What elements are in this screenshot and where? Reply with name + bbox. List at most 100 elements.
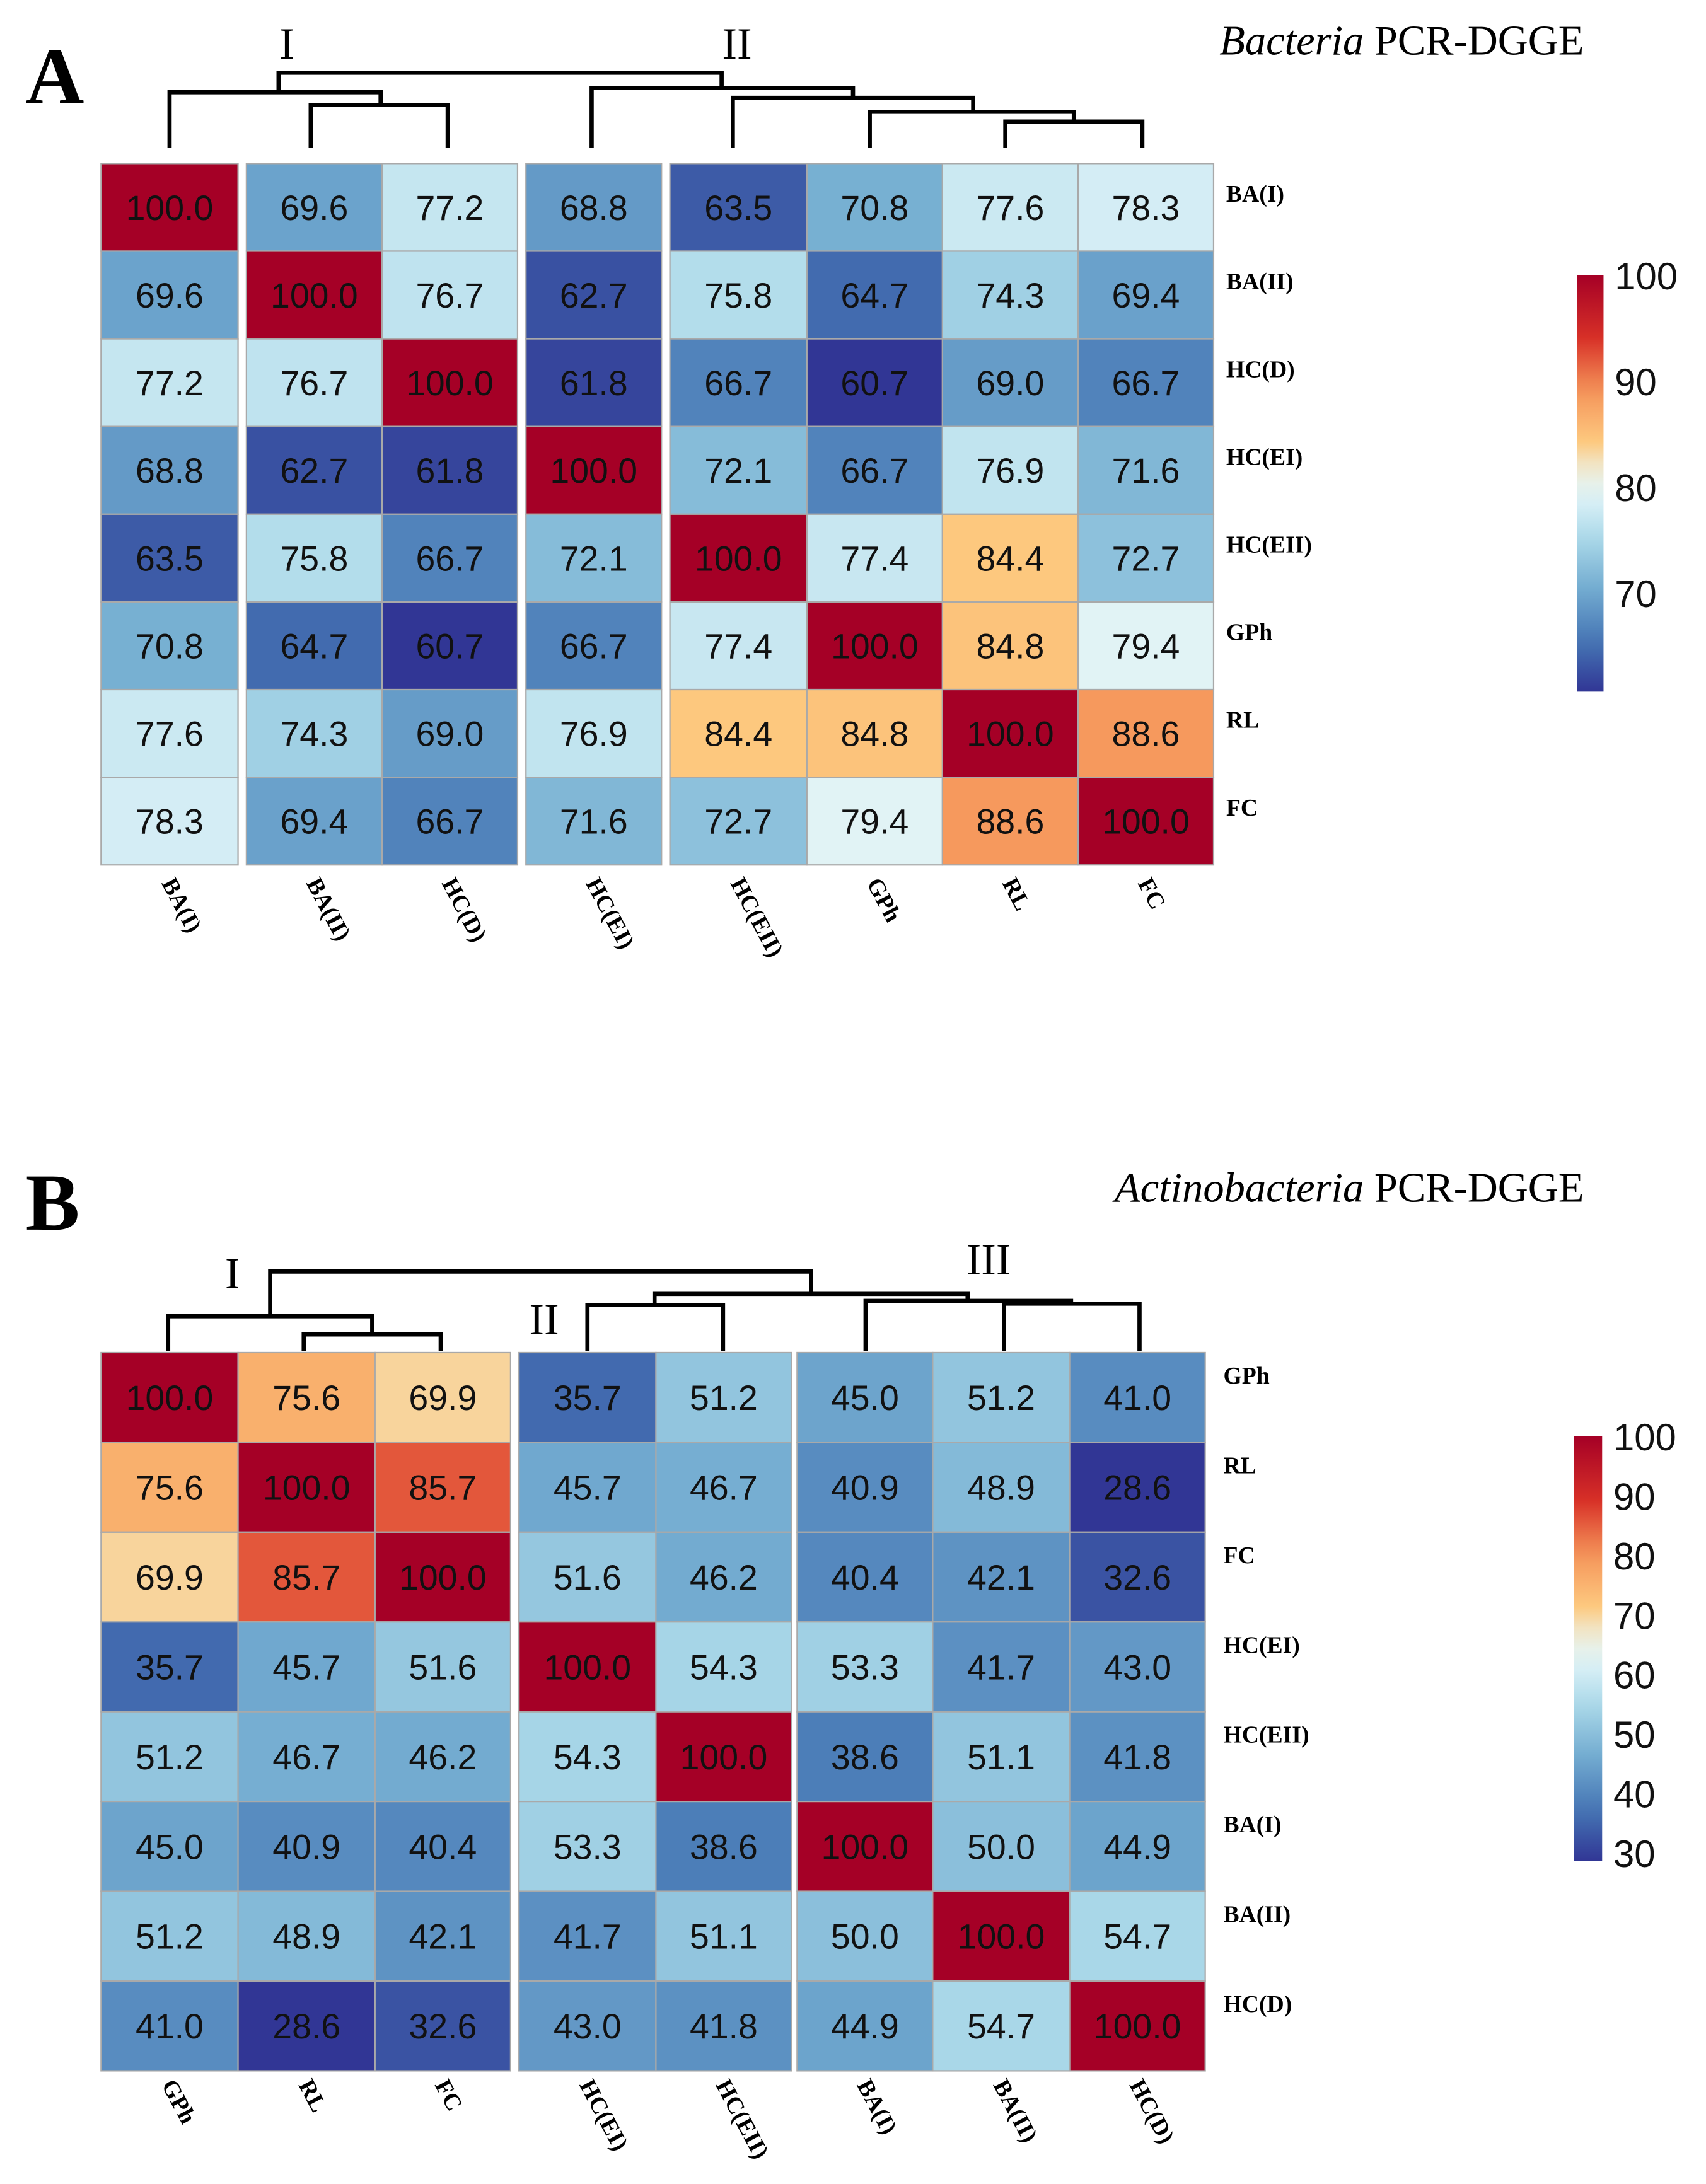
panel-b-cell-value-r3-c4: 51.6 bbox=[554, 1558, 622, 1597]
panel-a-cell-r7-c3 bbox=[381, 688, 519, 778]
panel-b-cell-value-r7-c8: 54.7 bbox=[1103, 1917, 1171, 1956]
panel-b-cell-value-r3-c1: 69.9 bbox=[136, 1558, 204, 1597]
panel-b-cell-value-r7-c7: 100.0 bbox=[958, 1917, 1045, 1956]
panel-a-cell-r6-c8 bbox=[1077, 601, 1215, 691]
panel-b-colorbar-tick: 100 bbox=[1613, 1416, 1676, 1459]
panel-a-cell-value-r3-c2: 76.7 bbox=[280, 364, 348, 403]
panel-b-cell-r3-c7 bbox=[932, 1531, 1071, 1623]
panel-a-cell-value-r3-c6: 60.7 bbox=[840, 364, 908, 403]
panel-a-colorbar-tick: 90 bbox=[1615, 361, 1657, 403]
panel-b-cell-r6-c8 bbox=[1069, 1801, 1206, 1892]
panel-b-cell-r1-c3 bbox=[374, 1351, 511, 1443]
panel-a-cell-r4-c7 bbox=[941, 425, 1079, 515]
panel-a-cell-r5-c6 bbox=[806, 513, 943, 603]
panel-a-cell-r6-c1 bbox=[100, 601, 239, 691]
panel-a-row-label: BA(I) bbox=[1226, 181, 1284, 207]
panel-b-cell-value-r2-c3: 85.7 bbox=[409, 1469, 477, 1508]
panel-a-cell-value-r4-c5: 72.1 bbox=[704, 451, 772, 490]
panel-b-title-italic: Actinobacteria bbox=[1112, 1165, 1364, 1211]
panel-a-cell-value-r1-c2: 69.6 bbox=[280, 188, 348, 228]
panel-b-cell-r5-c4 bbox=[518, 1711, 657, 1803]
panel-b-row-label: BA(II) bbox=[1223, 1902, 1291, 1928]
panel-b-cell-value-r2-c2: 100.0 bbox=[263, 1469, 351, 1508]
panel-a-cell-r2-c5 bbox=[669, 250, 808, 340]
panel-a-cell-r2-c7 bbox=[941, 250, 1079, 340]
panel-b-cell-value-r1-c1: 100.0 bbox=[126, 1378, 214, 1418]
panel-b-cell-value-r4-c4: 100.0 bbox=[543, 1648, 631, 1687]
panel-a-cell-value-r8-c6: 79.4 bbox=[840, 802, 908, 841]
panel-b-row-label: HC(D) bbox=[1223, 1991, 1292, 2018]
panel-b-colorbar bbox=[1574, 1436, 1603, 1861]
panel-a-column-label: BA(II) bbox=[301, 874, 356, 945]
panel-a-cell-value-r4-c1: 68.8 bbox=[136, 451, 204, 490]
panel-a-cell-value-r7-c7: 100.0 bbox=[966, 715, 1054, 754]
panel-a-cell-r8-c6 bbox=[806, 777, 943, 866]
panel-b-cell-r7-c8 bbox=[1069, 1890, 1206, 1982]
panel-b-cell-r4-c1 bbox=[100, 1621, 239, 1713]
panel-b-cell-value-r5-c5: 100.0 bbox=[680, 1738, 768, 1777]
panel-b-cell-r8-c8 bbox=[1069, 1980, 1206, 2072]
panel-b-cell-r4-c6 bbox=[796, 1621, 934, 1713]
panel-b-title: Actinobacteria PCR-DGGE bbox=[1112, 1165, 1584, 1211]
panel-a-cell-value-r3-c3: 100.0 bbox=[406, 364, 494, 403]
panel-a-colorbar bbox=[1577, 275, 1604, 692]
panel-b-cell-value-r6-c5: 38.6 bbox=[690, 1827, 758, 1866]
panel-a-column-label: HC(D) bbox=[436, 874, 492, 947]
panel-a-cell-value-r8-c7: 88.6 bbox=[976, 802, 1044, 841]
panel-a-cell-value-r8-c3: 66.7 bbox=[416, 802, 484, 841]
panel-b-cell-r8-c4 bbox=[518, 1980, 657, 2072]
panel-a-cell-value-r5-c4: 72.1 bbox=[560, 539, 628, 578]
panel-b-cell-value-r8-c1: 41.0 bbox=[136, 2007, 204, 2046]
panel-a-cell-r8-c2 bbox=[245, 777, 383, 866]
panel-b-cell-value-r6-c3: 40.4 bbox=[409, 1827, 477, 1866]
panel-a-cell-value-r6-c4: 66.7 bbox=[560, 627, 628, 666]
panel-b-cell-value-r3-c5: 46.2 bbox=[690, 1558, 758, 1597]
panel-a-cell-value-r8-c5: 72.7 bbox=[704, 802, 772, 841]
panel-b-label: B bbox=[26, 1157, 80, 1247]
panel-b-cell-r7-c1 bbox=[100, 1890, 239, 1982]
panel-a-colorbar-tick: 70 bbox=[1615, 573, 1657, 615]
panel-b-cell-value-r5-c7: 51.1 bbox=[967, 1738, 1035, 1777]
panel-a-cell-r1-c8 bbox=[1077, 163, 1215, 252]
panel-b-cell-r5-c8 bbox=[1069, 1711, 1206, 1803]
panel-a-cell-r6-c4 bbox=[525, 601, 663, 691]
panel-a-cell-value-r1-c7: 77.6 bbox=[976, 188, 1044, 228]
panel-b-cell-r3-c6 bbox=[796, 1531, 934, 1623]
panel-a-row-label: FC bbox=[1226, 795, 1258, 821]
panel-b-cell-r6-c3 bbox=[374, 1801, 511, 1892]
panel-b-cell-value-r4-c3: 51.6 bbox=[409, 1648, 477, 1687]
panel-b-cell-r8-c6 bbox=[796, 1980, 934, 2072]
panel-a-cell-value-r8-c4: 71.6 bbox=[560, 802, 628, 841]
panel-b-cell-r7-c2 bbox=[237, 1890, 376, 1982]
panel-b-cell-value-r6-c7: 50.0 bbox=[967, 1827, 1035, 1866]
panel-b-cell-value-r2-c4: 45.7 bbox=[554, 1469, 622, 1508]
panel-b-cell-r2-c8 bbox=[1069, 1442, 1206, 1533]
panel-b-cell-value-r5-c2: 46.7 bbox=[272, 1738, 340, 1777]
panel-a-cell-r6-c5 bbox=[669, 601, 808, 691]
panel-a-cell-r2-c4 bbox=[525, 250, 663, 340]
panel-b-cell-value-r3-c7: 42.1 bbox=[967, 1558, 1035, 1597]
panel-b-cell-value-r8-c6: 44.9 bbox=[831, 2007, 899, 2046]
panel-b-colorbar-tick: 60 bbox=[1613, 1655, 1656, 1697]
panel-b-column-label: FC bbox=[429, 2075, 468, 2115]
panel-b-cell-value-r1-c2: 75.6 bbox=[272, 1378, 340, 1418]
panel-b-cell-r6-c6 bbox=[796, 1801, 934, 1892]
panel-a-cell-r3-c4 bbox=[525, 338, 663, 427]
panel-b-cell-r7-c3 bbox=[374, 1890, 511, 1982]
panel-b-cell-r3-c2 bbox=[237, 1531, 376, 1623]
panel-b-cell-r3-c5 bbox=[655, 1531, 792, 1623]
panel-b-cell-r4-c2 bbox=[237, 1621, 376, 1713]
panel-a-cell-value-r1-c4: 68.8 bbox=[560, 188, 628, 228]
panel-a-cell-value-r3-c5: 66.7 bbox=[704, 364, 772, 403]
panel-b-column-label: GPh bbox=[156, 2075, 202, 2128]
panel-b-colorbar-tick: 90 bbox=[1613, 1476, 1656, 1518]
panel-a-cell-value-r6-c2: 64.7 bbox=[280, 627, 348, 666]
panel-a-column-label: HC(EI) bbox=[581, 874, 640, 954]
panel-a-cell-value-r7-c2: 74.3 bbox=[280, 715, 348, 754]
panel-a-cell-r7-c6 bbox=[806, 688, 943, 778]
panel-b-cell-value-r3-c6: 40.4 bbox=[831, 1558, 899, 1597]
panel-a-cell-r3-c1 bbox=[100, 338, 239, 427]
panel-a-cell-r3-c3 bbox=[381, 338, 519, 427]
panel-b-row-label: HC(EI) bbox=[1223, 1632, 1299, 1658]
panel-a-cell-value-r5-c2: 75.8 bbox=[280, 539, 348, 578]
